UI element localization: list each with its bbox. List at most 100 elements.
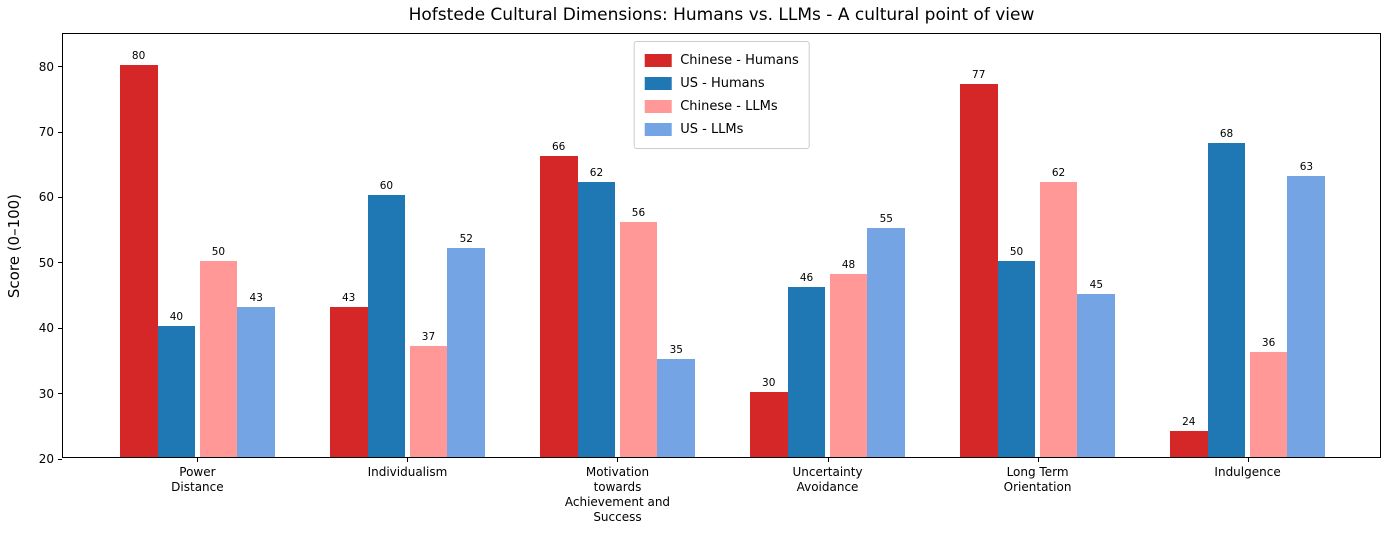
- bar-us-llms-motivation-towards-achievement-and-success: [657, 358, 696, 457]
- bar-value-us-llms-long-term-orientation: 45: [1089, 278, 1104, 291]
- bar-value-chinese-llms-indulgence: 36: [1261, 337, 1276, 350]
- bar-us-llms-individualism: [447, 247, 486, 457]
- bar-value-chinese-llms-individualism: 37: [421, 330, 436, 343]
- legend-label: Chinese - Humans: [680, 53, 799, 68]
- bar-chinese-llms-power-distance: [199, 260, 238, 457]
- x-category-label-individualism: Individualism: [297, 465, 517, 480]
- x-category-label-line: Distance: [171, 480, 224, 494]
- x-category-label-line: Indulgence: [1214, 465, 1281, 479]
- bar-value-us-humans-motivation-towards-achievement-and-success: 62: [589, 167, 604, 180]
- bar-value-us-humans-uncertainty-avoidance: 46: [799, 272, 814, 284]
- y-tick-mark: [58, 327, 62, 329]
- y-tick-mark: [58, 196, 62, 198]
- legend-item-us-llms: US - LLMs: [644, 118, 799, 141]
- chart-title: Hofstede Cultural Dimensions: Humans vs.…: [408, 5, 1035, 25]
- bar-value-chinese-humans-motivation-towards-achievement-and-success: 66: [551, 141, 566, 154]
- bar-chinese-humans-long-term-orientation: [959, 84, 998, 457]
- bar-us-humans-individualism: [367, 195, 406, 457]
- bar-chinese-llms-uncertainty-avoidance: [829, 273, 868, 457]
- bar-value-us-llms-power-distance: 43: [249, 291, 263, 304]
- y-tick-label: 30: [38, 386, 54, 401]
- x-category-label-line: Achievement and: [564, 495, 671, 509]
- y-axis-label-text: Score (0–100): [5, 193, 23, 299]
- y-tick-mark: [58, 262, 62, 264]
- x-category-label-motivation-towards-achievement-and-success: Motivation towards Achievement and Success: [507, 465, 727, 525]
- legend: Chinese - Humans US - Humans Chinese - LLM…: [633, 41, 810, 149]
- bar-us-humans-power-distance: [157, 326, 196, 457]
- bar-value-us-llms-motivation-towards-achievement-and-success: 35: [669, 343, 683, 356]
- bar-value-us-humans-individualism: 60: [379, 180, 394, 193]
- legend-swatch-us-llms: [644, 123, 672, 136]
- x-tick-mark: [407, 458, 409, 462]
- bar-value-us-llms-individualism: 52: [459, 232, 473, 245]
- bar-value-chinese-humans-long-term-orientation: 77: [972, 69, 986, 82]
- bar-us-humans-indulgence: [1207, 143, 1246, 457]
- x-category-label-line: Power: [179, 465, 216, 479]
- x-tick-mark: [197, 458, 199, 462]
- bar-us-humans-uncertainty-avoidance: [787, 287, 826, 457]
- y-tick-label: 20: [38, 452, 54, 466]
- x-category-label-line: Motivation: [585, 465, 650, 479]
- x-category-label-power-distance: Power Distance: [87, 465, 307, 495]
- bar-value-us-llms-uncertainty-avoidance: 55: [879, 213, 893, 226]
- x-category-label-long-term-orientation: Long Term Orientation: [928, 465, 1148, 495]
- y-tick-mark: [58, 131, 62, 133]
- bar-chinese-llms-indulgence: [1249, 352, 1288, 457]
- bar-us-humans-long-term-orientation: [997, 260, 1036, 457]
- legend-item-chinese-humans: Chinese - Humans: [644, 49, 799, 72]
- bar-chinese-humans-indulgence: [1169, 430, 1208, 457]
- bar-chinese-humans-uncertainty-avoidance: [749, 391, 788, 457]
- y-tick-mark: [58, 66, 62, 68]
- bar-us-llms-uncertainty-avoidance: [867, 228, 906, 457]
- y-tick-mark: [58, 393, 62, 395]
- legend-item-us-humans: US - Humans: [644, 72, 799, 95]
- bar-value-chinese-humans-individualism: 43: [341, 291, 356, 304]
- x-category-label-line: Orientation: [1003, 480, 1072, 494]
- bar-us-humans-motivation-towards-achievement-and-success: [577, 182, 616, 457]
- x-category-label-indulgence: Indulgence: [1138, 465, 1358, 480]
- x-category-label-line: Long Term: [1006, 465, 1069, 479]
- legend-swatch-chinese-humans: [644, 54, 672, 67]
- y-tick-label: 50: [38, 255, 54, 270]
- x-tick-mark: [1247, 458, 1249, 462]
- bar-chinese-llms-motivation-towards-achievement-and-success: [619, 221, 658, 457]
- y-tick-label: 60: [38, 190, 54, 205]
- bar-chinese-humans-power-distance: [119, 64, 158, 457]
- x-tick-mark: [617, 458, 619, 462]
- bar-chinese-humans-individualism: [329, 306, 368, 457]
- y-tick-label: 40: [38, 321, 54, 336]
- y-tick-label: 80: [38, 59, 54, 74]
- x-category-label-line: Avoidance: [796, 480, 859, 494]
- bar-us-llms-power-distance: [237, 306, 276, 457]
- bar-chinese-llms-individualism: [409, 345, 448, 457]
- x-category-label-line: Individualism: [367, 465, 448, 479]
- bar-us-llms-long-term-orientation: [1077, 293, 1116, 457]
- plot-area: Chinese - Humans US - Humans Chinese - LLM…: [39, 33, 1381, 524]
- y-tick-mark: [58, 458, 62, 460]
- bar-value-us-humans-indulgence: 68: [1219, 128, 1234, 141]
- bar-value-chinese-humans-uncertainty-avoidance: 30: [762, 376, 776, 389]
- legend-swatch-chinese-llms: [644, 100, 672, 113]
- bar-value-us-llms-indulgence: 63: [1299, 160, 1314, 173]
- bar-chinese-llms-long-term-orientation: [1039, 182, 1078, 457]
- bar-chinese-humans-motivation-towards-achievement-and-success: [539, 156, 578, 457]
- bar-value-chinese-llms-motivation-towards-achievement-and-success: 56: [631, 206, 646, 219]
- bar-value-chinese-llms-uncertainty-avoidance: 48: [841, 258, 856, 271]
- x-tick-mark: [1037, 458, 1039, 462]
- legend-item-chinese-llms: Chinese - LLMs: [644, 95, 799, 118]
- bar-value-chinese-humans-indulgence: 24: [1182, 415, 1196, 428]
- legend-label: US - LLMs: [680, 122, 744, 137]
- x-category-label-uncertainty-avoidance: Uncertainty Avoidance: [718, 465, 938, 495]
- y-tick-label: 70: [38, 125, 54, 140]
- bar-value-chinese-humans-power-distance: 80: [131, 49, 146, 62]
- x-category-label-line: Success: [593, 510, 642, 524]
- x-category-label-line: towards: [593, 480, 642, 494]
- bar-value-chinese-llms-long-term-orientation: 62: [1051, 167, 1066, 180]
- x-tick-mark: [827, 458, 829, 462]
- legend-label: US - Humans: [680, 76, 765, 91]
- bar-value-chinese-llms-power-distance: 50: [211, 245, 226, 258]
- legend-label: Chinese - LLMs: [680, 99, 778, 114]
- bar-us-llms-indulgence: [1287, 175, 1326, 457]
- x-category-label-line: Uncertainty: [792, 465, 863, 479]
